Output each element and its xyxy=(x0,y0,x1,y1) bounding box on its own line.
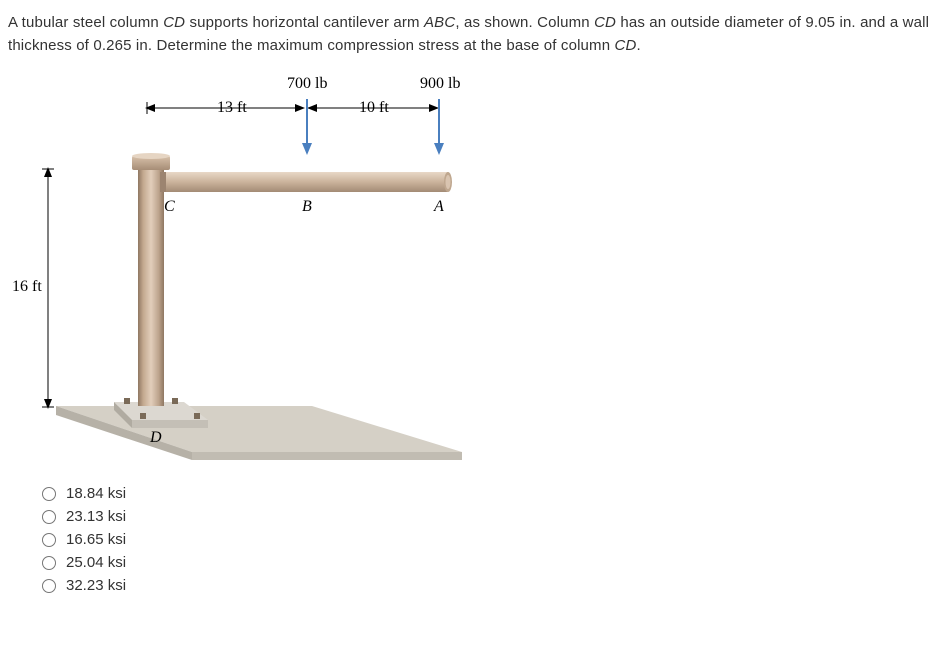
point-d: D xyxy=(150,429,162,447)
option-3-radio[interactable] xyxy=(42,556,56,570)
q-span1: CD xyxy=(163,14,185,31)
structure-illustration xyxy=(12,150,492,460)
option-0[interactable]: 18.84 ksi xyxy=(42,485,940,502)
load2-label: 900 lb xyxy=(420,75,460,93)
option-4-radio[interactable] xyxy=(42,579,56,593)
diagram: 16 ft 700 lb 900 lb 13 ft 10 ft xyxy=(12,75,492,455)
option-2[interactable]: 16.65 ksi xyxy=(42,531,940,548)
options-group: 18.84 ksi 23.13 ksi 16.65 ksi 25.04 ksi … xyxy=(42,485,940,594)
option-3[interactable]: 25.04 ksi xyxy=(42,554,940,571)
q-span4: CD xyxy=(615,37,637,54)
option-3-label: 25.04 ksi xyxy=(66,554,126,571)
option-0-radio[interactable] xyxy=(42,487,56,501)
point-b: B xyxy=(302,198,312,216)
option-4[interactable]: 32.23 ksi xyxy=(42,577,940,594)
q-mid2: , as shown. Column xyxy=(455,14,594,31)
option-1-radio[interactable] xyxy=(42,510,56,524)
option-2-label: 16.65 ksi xyxy=(66,531,126,548)
q-prefix: A tubular steel column xyxy=(8,14,163,31)
q-span2: ABC xyxy=(424,14,455,31)
option-2-radio[interactable] xyxy=(42,533,56,547)
point-c: C xyxy=(164,198,175,216)
question-text: A tubular steel column CD supports horiz… xyxy=(8,12,940,57)
option-0-label: 18.84 ksi xyxy=(66,485,126,502)
option-1-label: 23.13 ksi xyxy=(66,508,126,525)
load1-label: 700 lb xyxy=(287,75,327,93)
q-span3: CD xyxy=(594,14,616,31)
option-1[interactable]: 23.13 ksi xyxy=(42,508,940,525)
option-4-label: 32.23 ksi xyxy=(66,577,126,594)
q-mid1: supports horizontal cantilever arm xyxy=(185,14,424,31)
q-suffix: . xyxy=(636,37,640,54)
point-a: A xyxy=(434,198,444,216)
